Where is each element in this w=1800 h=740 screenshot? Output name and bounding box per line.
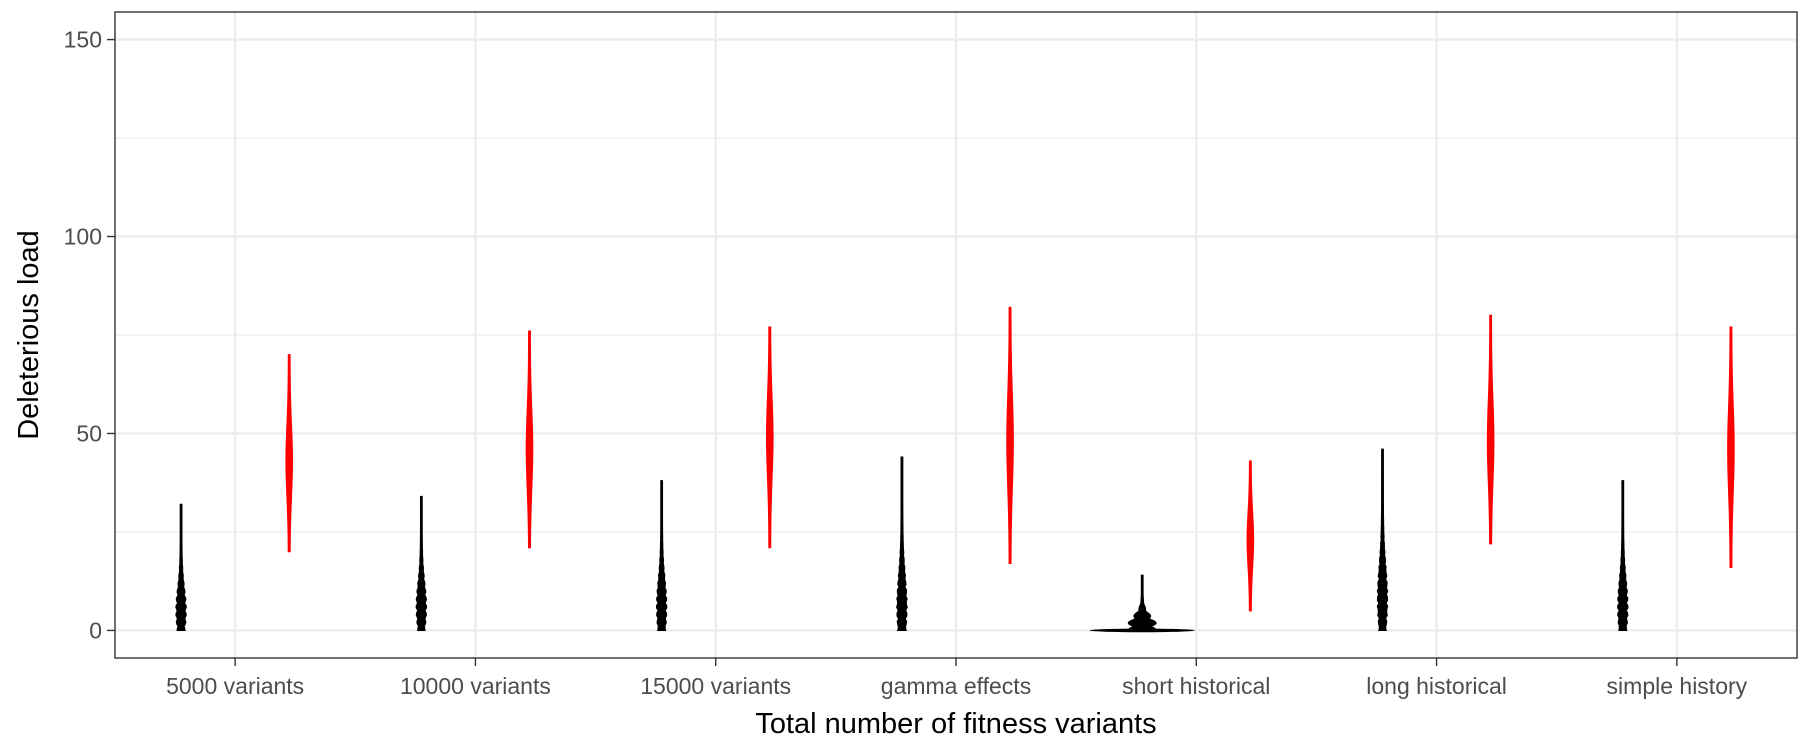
- x-tick-label: long historical: [1366, 673, 1507, 699]
- x-tick-label: short historical: [1122, 673, 1270, 699]
- x-tick-label: 10000 variants: [400, 673, 551, 699]
- x-axis: 5000 variants 10000 variants 15000 variant…: [166, 658, 1748, 699]
- y-axis: 0 50 100 150: [64, 27, 115, 643]
- y-tick-label: 150: [64, 27, 102, 53]
- violin-black-bulge: [1133, 620, 1152, 625]
- y-tick-label: 100: [64, 224, 102, 250]
- x-tick-label: gamma effects: [881, 673, 1031, 699]
- grid-lines: [115, 12, 1797, 658]
- y-tick-label: 50: [76, 420, 102, 446]
- x-tick-label: 5000 variants: [166, 673, 304, 699]
- y-axis-title: Deleterious load: [13, 230, 45, 440]
- x-tick-label: 15000 variants: [640, 673, 791, 699]
- y-tick-label: 0: [89, 617, 102, 643]
- violin-black-base: [1089, 628, 1196, 633]
- x-tick-label: simple history: [1607, 673, 1748, 699]
- violin-marks: [175, 306, 1735, 633]
- x-axis-title: Total number of fitness variants: [755, 708, 1156, 740]
